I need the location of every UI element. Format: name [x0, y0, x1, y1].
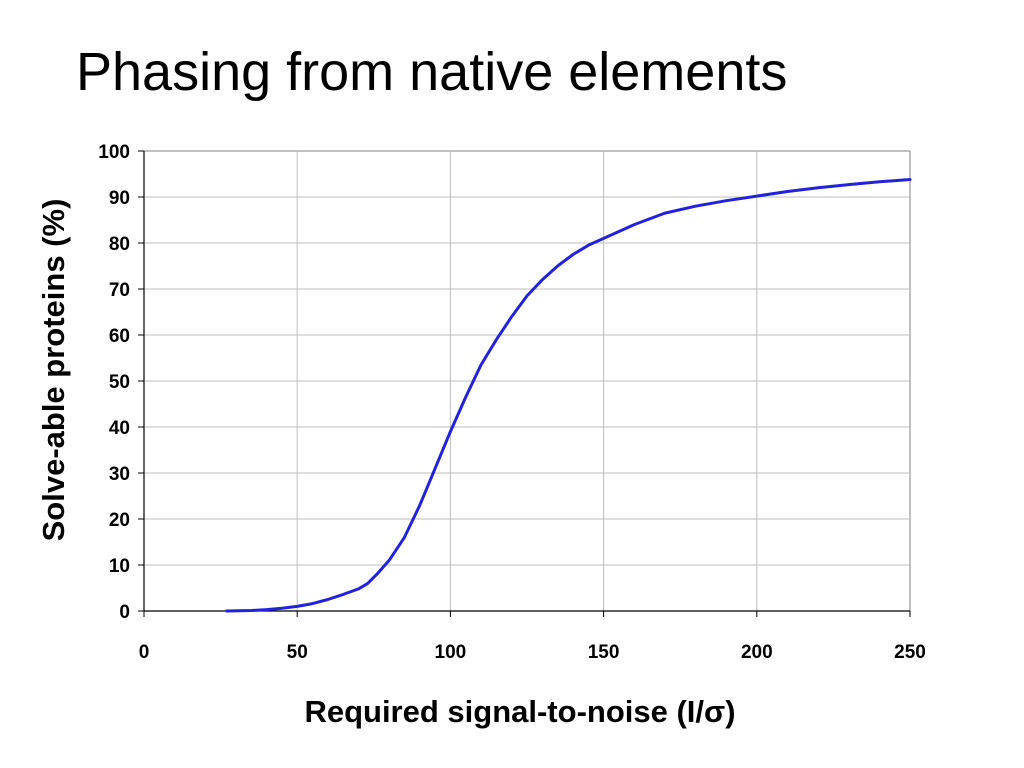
- x-tick-label: 100: [435, 642, 467, 663]
- y-tick-label: 30: [109, 464, 130, 485]
- series-group: [225, 178, 912, 613]
- y-tick-label: 70: [109, 280, 130, 301]
- tick-marks: [138, 150, 911, 617]
- y-tick-label: 100: [98, 142, 130, 163]
- y-axis-title: Solve-able proteins (%): [36, 199, 71, 542]
- series-line-1: [225, 178, 912, 613]
- tick-labels: 0 10 20 30 40 50 60 70 80 90 100 0 50 100 150 200 250: [98, 142, 926, 663]
- y-tick-label: 90: [109, 188, 130, 209]
- y-tick-label: 80: [109, 234, 130, 255]
- y-tick-label: 20: [109, 510, 130, 531]
- x-tick-label: 150: [588, 642, 620, 663]
- x-tick-label: 250: [894, 642, 926, 663]
- x-tick-label: 200: [741, 642, 773, 663]
- y-tick-label: 0: [119, 602, 130, 623]
- y-tick-label: 60: [109, 326, 130, 347]
- y-tick-label: 10: [109, 556, 130, 577]
- x-tick-label: 0: [139, 642, 150, 663]
- x-axis-title: Required signal-to-noise (I/σ): [304, 694, 735, 729]
- slide-title: Phasing from native elements: [76, 42, 788, 102]
- x-tick-label: 50: [287, 642, 308, 663]
- gridlines: [144, 151, 910, 611]
- y-tick-label: 40: [109, 418, 130, 439]
- y-tick-label: 50: [109, 372, 130, 393]
